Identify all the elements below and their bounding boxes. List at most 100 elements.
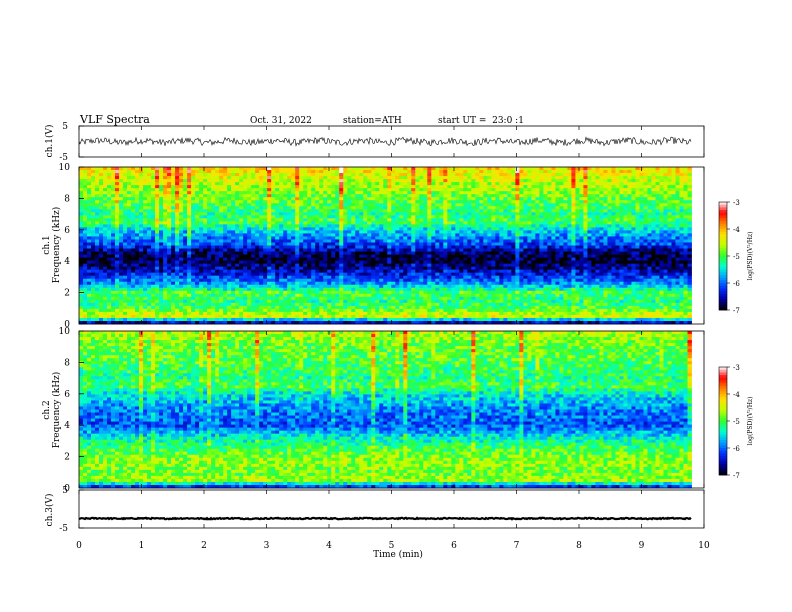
spectrogram-cell (203, 215, 208, 219)
spectrogram-cell (439, 239, 444, 243)
spectrogram-cell (135, 239, 140, 243)
spectrogram-cell (299, 224, 304, 228)
spectrogram-cell (659, 215, 664, 219)
spectrogram-cell (575, 170, 580, 174)
spectrogram-cell (191, 248, 196, 252)
spectrogram-cell (355, 203, 360, 207)
spectrogram-cell (575, 257, 580, 261)
spectrogram-cell (315, 233, 320, 237)
spectrogram-cell (147, 185, 152, 189)
spectrogram-cell (347, 212, 352, 216)
spectrogram-cell (207, 176, 212, 180)
spectrogram-cell (559, 191, 564, 195)
spectrogram-cell (259, 170, 264, 174)
spectrogram-cell (315, 185, 320, 189)
spectrogram-cell (307, 200, 312, 204)
spectrogram-cell (371, 203, 376, 207)
spectrogram-cell (355, 167, 360, 171)
spectrogram-cell (663, 260, 668, 265)
spectrogram-cell (155, 260, 160, 265)
spectrogram-cell (679, 254, 684, 258)
spectrogram-cell (399, 245, 404, 249)
spectrogram-cell (355, 212, 360, 216)
spectrogram-cell (543, 170, 548, 174)
spectrogram-cell (631, 215, 636, 219)
spectrogram-cell (267, 203, 272, 207)
spectrogram-cell (191, 200, 196, 204)
spectrogram-cell (83, 233, 88, 237)
spectrogram-cell (283, 209, 288, 213)
spectrogram-cell (547, 230, 552, 234)
spectrogram-cell (295, 206, 300, 210)
spectrogram-cell (155, 209, 160, 213)
station-label: station=ATH (343, 116, 402, 126)
spectrogram-cell (687, 236, 692, 240)
spectrogram-cell (371, 215, 376, 219)
spectrogram-cell (651, 206, 656, 210)
spectrogram-cell (267, 218, 272, 222)
spectrogram-cell (435, 227, 440, 231)
spectrogram-cell (403, 236, 408, 240)
spectrogram-cell (607, 170, 612, 174)
spectrogram-cell (495, 194, 500, 198)
spectrogram-cell (195, 167, 200, 171)
spectrogram-cell (567, 242, 572, 246)
spectrogram-cell (107, 230, 112, 234)
spectrogram-cell (167, 167, 172, 171)
spectrogram-cell (215, 215, 220, 219)
spectrogram-cell (139, 194, 144, 198)
spectrogram-cell (607, 185, 612, 189)
spectrogram-cell (511, 239, 516, 243)
spectrogram-cell (475, 215, 480, 219)
spectrogram-cell (367, 188, 372, 192)
spectrogram-cell (311, 215, 316, 219)
spectrogram-cell (439, 248, 444, 252)
spectrogram-cell (135, 182, 140, 186)
spectrogram-cell (335, 179, 340, 183)
spectrogram-cell (347, 260, 352, 265)
spectrogram-cell (439, 245, 444, 249)
spectrogram-cell (91, 236, 96, 240)
spectrogram-cell (275, 167, 280, 171)
spectrogram-cell (455, 221, 460, 225)
spectrogram-cell (143, 218, 148, 222)
spectrogram-cell (227, 203, 232, 207)
spectrogram-cell (467, 200, 472, 204)
spectrogram-cell (551, 200, 556, 204)
spectrogram-cell (175, 191, 180, 195)
spectrogram-cell (131, 230, 136, 234)
spectrogram-cell (331, 206, 336, 210)
spectrogram-cell (539, 182, 544, 186)
spectrogram-cell (99, 227, 104, 231)
spectrogram-cell (663, 194, 668, 198)
spectrogram-cell (371, 227, 376, 231)
spectrogram-cell (363, 200, 368, 204)
spectrogram-cell (107, 191, 112, 195)
spectrogram-cell (455, 188, 460, 192)
spectrogram-cell (615, 218, 620, 222)
spectrogram-cell (499, 236, 504, 240)
spectrogram-cell (451, 242, 456, 246)
spectrogram-cell (463, 176, 468, 180)
spectrogram-cell (411, 209, 416, 213)
spectrogram-cell (99, 254, 104, 258)
spectrogram-cell (359, 215, 364, 219)
spectrogram-cell (227, 242, 232, 246)
spectrogram-cell (279, 251, 284, 255)
spectrogram-cell (219, 188, 224, 192)
spectrogram-cell (371, 182, 376, 186)
spectrogram-cell (303, 197, 308, 201)
spectrogram-cell (503, 236, 508, 240)
spectrogram-cell (671, 185, 676, 189)
spectrogram-cell (223, 224, 228, 228)
spectrogram-cell (679, 179, 684, 183)
spectrogram-cell (123, 236, 128, 240)
spectrogram-cell (443, 212, 448, 216)
spectrogram-cell (419, 200, 424, 204)
spectrogram-cell (127, 188, 132, 192)
spectrogram-cell (655, 185, 660, 189)
spectrogram-cell (383, 245, 388, 249)
spectrogram-cell (603, 185, 608, 189)
spectrogram-cell (475, 227, 480, 231)
spectrogram-cell (147, 209, 152, 213)
